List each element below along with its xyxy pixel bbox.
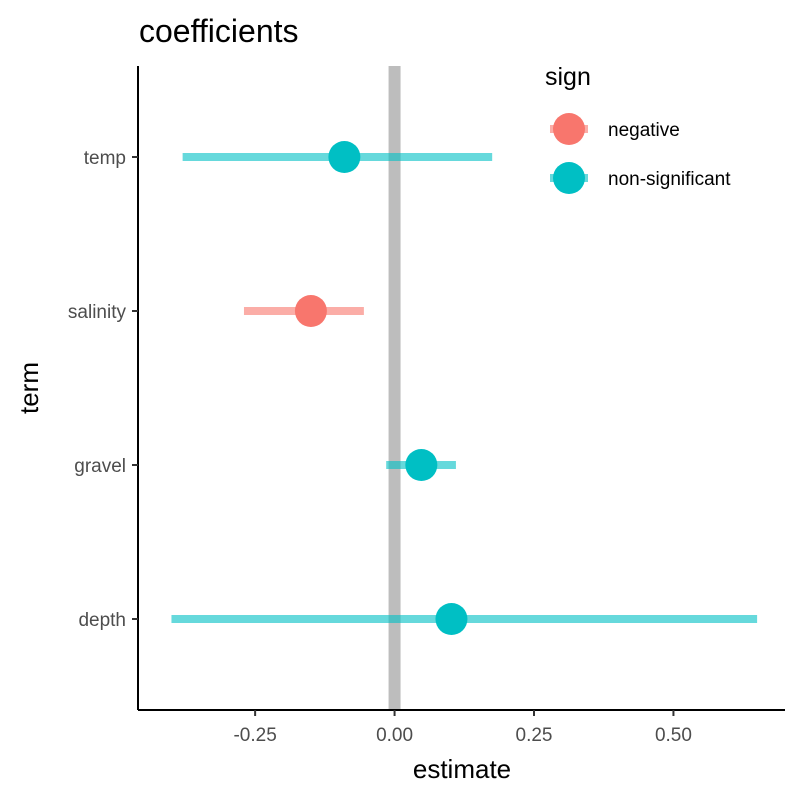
legend-label: negative <box>608 120 680 141</box>
y-tick-label: salinity <box>68 302 127 323</box>
x-tick-label: 0.50 <box>655 725 692 746</box>
y-axis-title: term <box>14 362 44 414</box>
x-axis-ticks: -0.25 0.00 0.25 0.50 <box>233 710 692 746</box>
legend-entries: negative non-significant <box>550 113 731 194</box>
y-tick-label: temp <box>84 148 126 169</box>
plot-area <box>171 66 758 710</box>
point-estimates <box>294 141 468 635</box>
point-temp <box>328 141 361 173</box>
point-depth <box>435 603 468 635</box>
chart-title: coefficients <box>139 13 299 49</box>
y-axis-ticks: temp salinity gravel depth <box>68 148 138 631</box>
y-tick-label: depth <box>78 610 126 631</box>
confidence-intervals <box>171 153 758 623</box>
legend-key-point <box>553 162 585 194</box>
x-tick-label: -0.25 <box>233 725 276 746</box>
point-salinity <box>294 295 327 327</box>
legend: sign negative non-significant <box>545 63 731 194</box>
point-gravel <box>405 449 438 481</box>
legend-key-point <box>553 113 585 145</box>
legend-label: non-significant <box>608 169 731 190</box>
legend-title: sign <box>545 63 591 91</box>
x-tick-label: 0.00 <box>376 725 413 746</box>
y-tick-label: gravel <box>74 456 126 477</box>
x-tick-label: 0.25 <box>516 725 553 746</box>
x-axis-title: estimate <box>413 754 511 784</box>
